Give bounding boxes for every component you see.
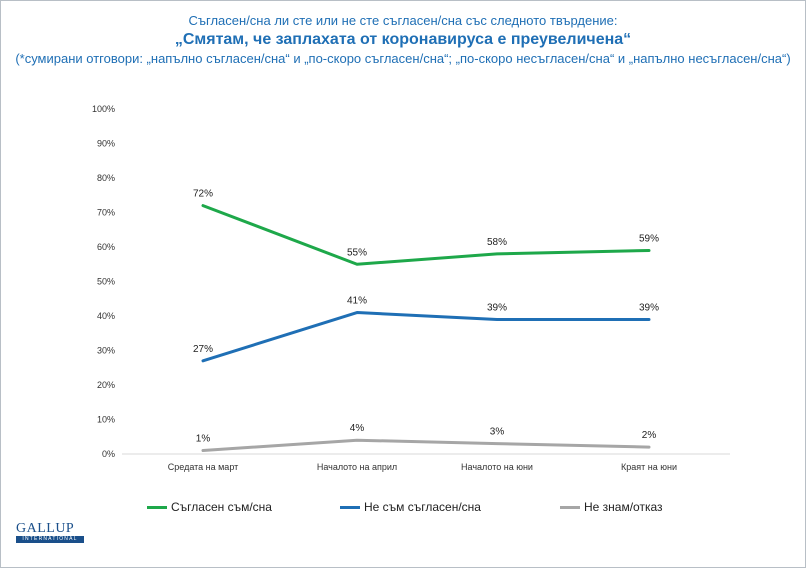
data-label: 41%	[347, 296, 367, 307]
logo-subtitle: INTERNATIONAL	[16, 536, 84, 543]
data-label: 4%	[350, 423, 365, 434]
y-tick-label: 0%	[102, 449, 115, 459]
legend-item-disagree: Не съм съгласен/сна	[340, 500, 481, 514]
y-tick-label: 20%	[97, 380, 115, 390]
data-label: 27%	[193, 344, 213, 355]
chart-note: (*сумирани отговори: „напълно съгласен/с…	[15, 51, 791, 66]
legend-label-agree: Съгласен съм/сна	[171, 500, 272, 514]
x-tick-label: Средата на март	[168, 462, 239, 472]
legend-swatch-disagree	[340, 505, 360, 509]
x-tick-label: Краят на юни	[621, 462, 677, 472]
series-line-2	[201, 438, 651, 453]
y-tick-label: 90%	[97, 139, 115, 149]
y-tick-label: 80%	[97, 173, 115, 183]
x-tick-label: Началото на юни	[461, 462, 533, 472]
y-tick-label: 10%	[97, 415, 115, 425]
data-label: 39%	[487, 302, 507, 313]
data-label: 72%	[193, 189, 213, 200]
data-label: 39%	[639, 302, 659, 313]
data-label: 1%	[196, 434, 211, 445]
legend-item-dontknow: Не знам/отказ	[560, 500, 663, 514]
y-tick-label: 30%	[97, 346, 115, 356]
x-tick-label: Началото на април	[317, 462, 397, 472]
gallup-logo: GALLUP INTERNATIONAL	[16, 522, 84, 543]
legend-label-disagree: Не съм съгласен/сна	[364, 500, 481, 514]
y-tick-label: 70%	[97, 208, 115, 218]
logo-wordmark: GALLUP	[16, 521, 75, 536]
legend-swatch-dontknow	[560, 505, 580, 509]
data-label: 58%	[487, 237, 507, 248]
chart-question: Съгласен/сна ли сте или не сте съгласен/…	[188, 13, 618, 28]
data-label: 3%	[490, 427, 505, 438]
y-tick-label: 40%	[97, 311, 115, 321]
series-line-1	[201, 311, 651, 363]
y-tick-label: 100%	[92, 104, 115, 114]
data-label: 55%	[347, 247, 367, 258]
chart-title-block: Съгласен/сна ли сте или не сте съгласен/…	[0, 12, 806, 67]
series-line-0	[201, 204, 651, 266]
legend-swatch-agree	[147, 505, 167, 509]
data-label: 59%	[639, 233, 659, 244]
y-tick-label: 60%	[97, 242, 115, 252]
legend-item-agree: Съгласен съм/сна	[147, 500, 272, 514]
data-label: 2%	[642, 430, 657, 441]
y-tick-label: 50%	[97, 277, 115, 287]
legend-label-dontknow: Не знам/отказ	[584, 500, 663, 514]
chart-statement: „Смятам, че заплахата от коронавируса е …	[174, 31, 632, 48]
